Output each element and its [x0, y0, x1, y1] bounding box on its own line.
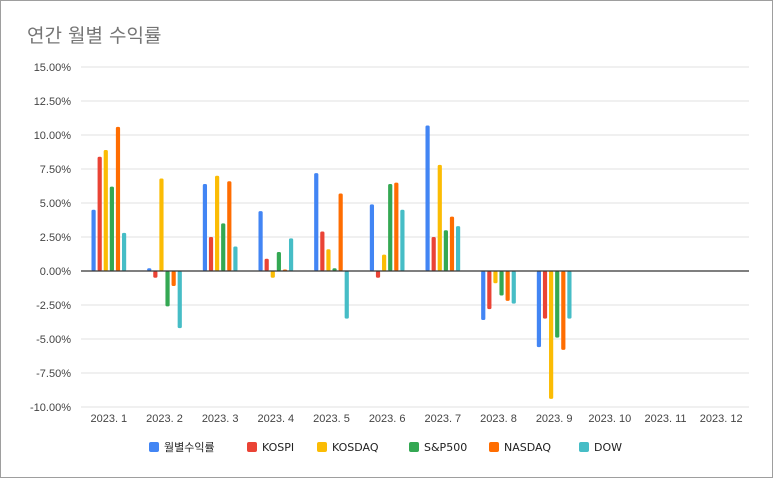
- legend-swatch: [317, 442, 327, 452]
- x-tick-label: 2023. 9: [536, 413, 573, 425]
- y-tick-label: 5.00%: [40, 198, 71, 210]
- bar: [487, 271, 492, 310]
- legend-label: DOW: [594, 441, 622, 454]
- bar: [344, 271, 349, 319]
- bar: [270, 271, 275, 278]
- bar: [455, 226, 461, 271]
- bar: [449, 216, 455, 271]
- bar: [165, 271, 170, 307]
- y-tick-label: 2.50%: [40, 232, 71, 244]
- bar: [338, 193, 343, 271]
- x-tick-label: 2023. 12: [700, 413, 743, 425]
- y-tick-label: 15.00%: [34, 62, 72, 74]
- bar: [314, 173, 319, 271]
- bar: [233, 246, 238, 271]
- bar: [202, 183, 208, 271]
- bar: [91, 209, 96, 271]
- bar: [400, 209, 405, 271]
- bar: [542, 271, 548, 319]
- x-tick-label: 2023. 2: [146, 413, 183, 425]
- legend-label: 월별수익률: [164, 441, 215, 454]
- bar: [437, 164, 442, 271]
- bar: [258, 211, 263, 271]
- y-tick-label: -5.00%: [36, 334, 71, 346]
- bar: [264, 258, 269, 271]
- y-tick-label: 7.50%: [40, 164, 71, 176]
- y-tick-label: 12.50%: [34, 96, 72, 108]
- bar: [159, 178, 164, 271]
- bar: [288, 238, 294, 271]
- legend-swatch: [579, 442, 589, 452]
- legend-label: S&P500: [424, 441, 467, 454]
- bar: [215, 175, 220, 271]
- bar: [227, 181, 232, 271]
- bar: [443, 230, 448, 271]
- legend-label: KOSDAQ: [332, 441, 379, 454]
- bar: [177, 271, 182, 329]
- bar: [567, 271, 572, 319]
- x-tick-label: 2023. 6: [369, 413, 406, 425]
- bar: [499, 271, 504, 296]
- x-tick-label: 2023. 4: [257, 413, 294, 425]
- bar: [505, 271, 510, 301]
- y-tick-label: -7.50%: [36, 368, 71, 380]
- bar: [153, 271, 158, 278]
- chart-title: 연간 월별 수익률: [27, 25, 162, 47]
- bar: [425, 125, 430, 271]
- y-tick-label: 0.00%: [40, 266, 71, 278]
- bar: [561, 271, 566, 350]
- y-tick-label: -2.50%: [36, 300, 71, 312]
- x-tick-label: 2023. 8: [480, 413, 517, 425]
- bar: [549, 271, 554, 399]
- legend-label: KOSPI: [262, 441, 294, 454]
- bar: [115, 126, 121, 271]
- x-tick-label: 2023. 5: [313, 413, 350, 425]
- bar: [171, 271, 176, 286]
- bar: [109, 186, 114, 271]
- bar: [332, 268, 337, 271]
- bar: [103, 149, 108, 271]
- bar: [394, 182, 399, 271]
- bar: [431, 237, 436, 271]
- bar: [536, 271, 542, 348]
- bar: [369, 204, 375, 271]
- x-tick-label: 2023. 1: [90, 413, 127, 425]
- bar: [121, 232, 127, 271]
- bar: [221, 223, 226, 271]
- bar: [326, 249, 331, 271]
- bar: [208, 237, 214, 271]
- x-tick-label: 2023. 3: [202, 413, 239, 425]
- bar: [320, 231, 325, 271]
- bar: [555, 271, 560, 338]
- bar: [493, 271, 498, 284]
- bar: [481, 271, 486, 320]
- bar: [276, 251, 281, 271]
- x-tick-label: 2023. 11: [644, 413, 686, 425]
- x-tick-label: 2023. 10: [588, 413, 631, 425]
- legend-swatch: [489, 442, 499, 452]
- legend-swatch: [247, 442, 257, 452]
- bar: [511, 271, 516, 304]
- bar: [97, 156, 102, 271]
- y-tick-label: -10.00%: [30, 402, 71, 414]
- legend-swatch: [149, 442, 159, 452]
- y-tick-label: 10.00%: [34, 130, 72, 142]
- x-tick-label: 2023. 7: [424, 413, 461, 425]
- legend-label: NASDAQ: [504, 441, 551, 454]
- bar: [388, 183, 393, 271]
- bar: [382, 254, 387, 271]
- bar: [375, 271, 381, 278]
- legend-swatch: [409, 442, 419, 452]
- bar: [147, 268, 152, 271]
